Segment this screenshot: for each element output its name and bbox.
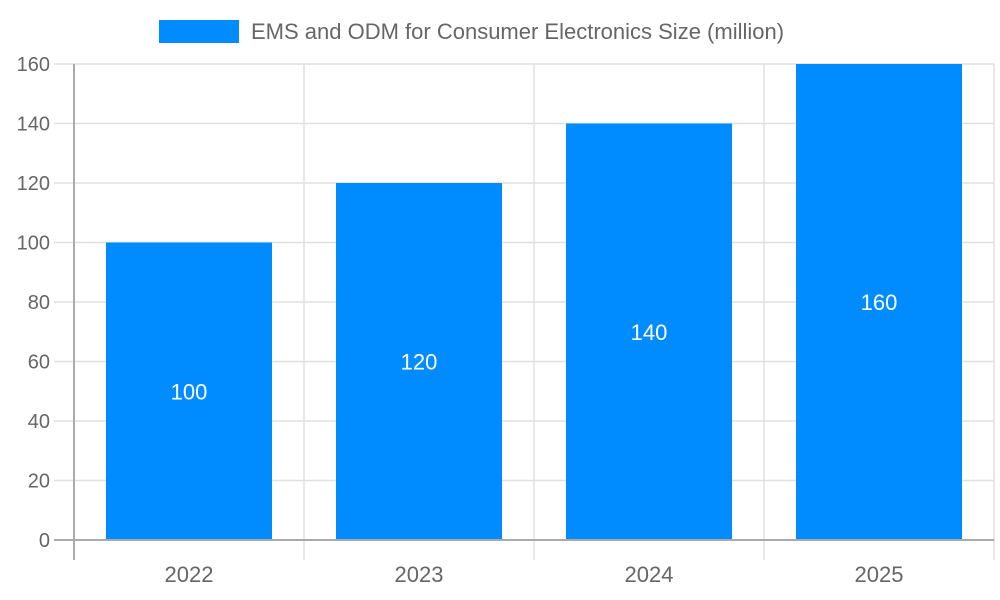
y-tick-label: 140 (17, 114, 50, 136)
data-label: 140 (631, 320, 668, 345)
data-label: 100 (171, 379, 208, 404)
y-tick-label: 120 (17, 173, 50, 195)
legend-swatch (159, 20, 239, 43)
y-tick-label: 80 (28, 292, 50, 314)
x-tick-label: 2022 (165, 562, 214, 587)
data-label: 160 (861, 290, 898, 315)
legend-label: EMS and ODM for Consumer Electronics Siz… (251, 19, 784, 44)
bars: 100 120 140 160 (106, 64, 962, 540)
bar (796, 64, 962, 540)
y-tick-label: 60 (28, 352, 50, 374)
x-tick-label: 2024 (625, 562, 674, 587)
y-tick-label: 100 (17, 233, 50, 255)
x-tick-label: 2023 (395, 562, 444, 587)
axes: 0 20 40 60 80 100 120 140 160 2022 2023 2024 2025 (17, 54, 994, 587)
y-tick-label: 40 (28, 411, 50, 433)
bar (566, 123, 732, 540)
x-tick-label: 2025 (855, 562, 904, 587)
y-tick-label: 20 (28, 471, 50, 493)
y-tick-label: 0 (39, 530, 50, 552)
y-tick-label: 160 (17, 54, 50, 76)
legend[interactable]: EMS and ODM for Consumer Electronics Siz… (159, 19, 784, 44)
data-label: 120 (401, 350, 438, 375)
bar (336, 183, 502, 540)
bar (106, 242, 272, 540)
